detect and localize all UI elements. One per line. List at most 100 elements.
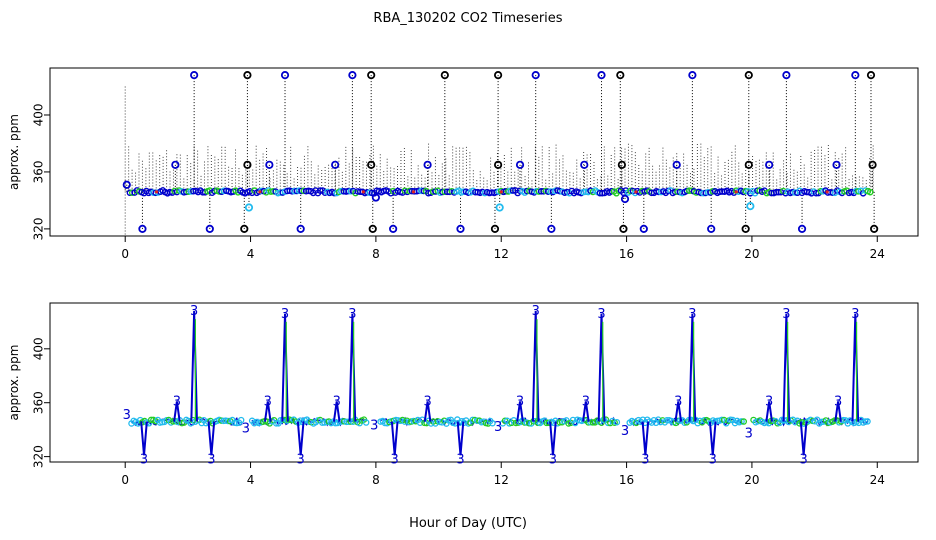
data-point <box>348 71 357 80</box>
y-axis-label: approx. ppm <box>7 114 21 190</box>
series-point-label: 3 <box>297 452 305 467</box>
y-tick-label: 320 <box>32 445 46 468</box>
x-tick-label: 0 <box>121 247 129 261</box>
data-point <box>672 160 681 169</box>
data-point <box>718 416 726 424</box>
data-point <box>495 203 504 212</box>
data-point <box>371 193 380 202</box>
data-point <box>440 71 449 80</box>
data-point <box>738 418 745 425</box>
data-point <box>190 71 199 80</box>
spike-line <box>296 421 305 456</box>
data-point <box>634 190 638 194</box>
data-point <box>490 224 500 233</box>
series-point-label: 3 <box>674 394 682 409</box>
spike-line <box>708 421 717 456</box>
data-point <box>367 160 376 169</box>
series-point-label: 3 <box>851 307 859 322</box>
series-point-label: 3 <box>123 408 131 423</box>
spike-line <box>834 401 842 422</box>
x-axis-label: Hour of Day (UTC) <box>409 516 527 531</box>
data-point <box>423 160 432 169</box>
spike-line <box>597 313 606 422</box>
data-point <box>617 160 626 169</box>
series-point-label: 3 <box>834 394 842 409</box>
data-point <box>280 71 290 80</box>
series-point-label: 3 <box>423 394 431 409</box>
x-tick-label: 24 <box>870 473 885 487</box>
y-tick-label: 400 <box>32 337 46 360</box>
series-point-label: 3 <box>782 307 790 322</box>
spike-line <box>516 401 524 422</box>
data-point <box>154 190 159 194</box>
series-point-label: 3 <box>173 394 181 409</box>
y-tick-label: 320 <box>32 217 46 240</box>
spike-line <box>281 313 289 422</box>
data-point <box>389 224 398 233</box>
y-tick-label: 360 <box>32 391 46 414</box>
spike-line <box>851 313 860 422</box>
series-point-label: 3 <box>348 307 356 322</box>
series-point-label: 3 <box>333 394 341 409</box>
spike-line <box>782 313 791 422</box>
data-point <box>494 71 503 80</box>
x-tick-label: 8 <box>372 473 380 487</box>
x-tick-label: 20 <box>744 247 759 261</box>
data-point <box>744 160 753 169</box>
data-point <box>580 160 589 169</box>
data-point <box>220 417 227 425</box>
chart-title: RBA_130202 CO2 Timeseries <box>373 11 562 26</box>
data-point <box>746 202 755 211</box>
data-point <box>331 160 340 169</box>
data-point <box>138 224 147 233</box>
data-point <box>531 71 540 80</box>
data-point <box>361 190 365 194</box>
series-point-label: 3 <box>370 419 378 434</box>
series-point-label: 3 <box>516 394 524 409</box>
data-point <box>169 418 177 425</box>
x-tick-label: 12 <box>494 473 509 487</box>
plot-frame <box>49 67 919 237</box>
series-point-label: 3 <box>391 452 399 467</box>
data-point <box>489 419 496 427</box>
data-point <box>866 71 876 80</box>
spike-line <box>582 401 590 422</box>
data-point <box>499 190 503 194</box>
data-point <box>851 71 860 80</box>
data-point <box>765 160 774 169</box>
spike-line <box>674 401 683 422</box>
data-point <box>744 71 753 80</box>
data-point <box>688 71 697 80</box>
data-point <box>456 224 465 233</box>
spike-line <box>549 421 557 456</box>
y-tick-label: 360 <box>32 160 46 183</box>
x-tick-label: 0 <box>121 473 129 487</box>
data-point <box>734 190 738 194</box>
data-point <box>864 418 871 425</box>
data-point <box>619 224 628 233</box>
plot-frame <box>49 302 919 463</box>
spike-line <box>173 401 181 422</box>
data-point <box>870 224 879 233</box>
series-point-label: 3 <box>190 304 198 319</box>
top-panel-scatter: 0 4 8 12 16 20 24 320 360 400 approx. ppm <box>7 67 919 261</box>
data-point <box>367 71 376 80</box>
spike-line <box>799 421 808 456</box>
data-point <box>237 416 245 424</box>
series-point-label: 3 <box>709 452 717 467</box>
x-tick-label: 20 <box>744 473 759 487</box>
x-tick-label: 8 <box>372 247 380 261</box>
data-point <box>243 71 252 80</box>
data-point <box>362 419 370 426</box>
data-point <box>597 71 606 80</box>
spike-line <box>207 421 216 456</box>
data-point <box>797 224 807 233</box>
spike-line <box>423 401 432 422</box>
data-point <box>868 160 877 169</box>
data-point <box>741 224 750 233</box>
spike-line <box>263 401 272 422</box>
data-point <box>547 224 556 233</box>
series-point-label: 3 <box>582 394 590 409</box>
x-tick-label: 16 <box>619 473 634 487</box>
